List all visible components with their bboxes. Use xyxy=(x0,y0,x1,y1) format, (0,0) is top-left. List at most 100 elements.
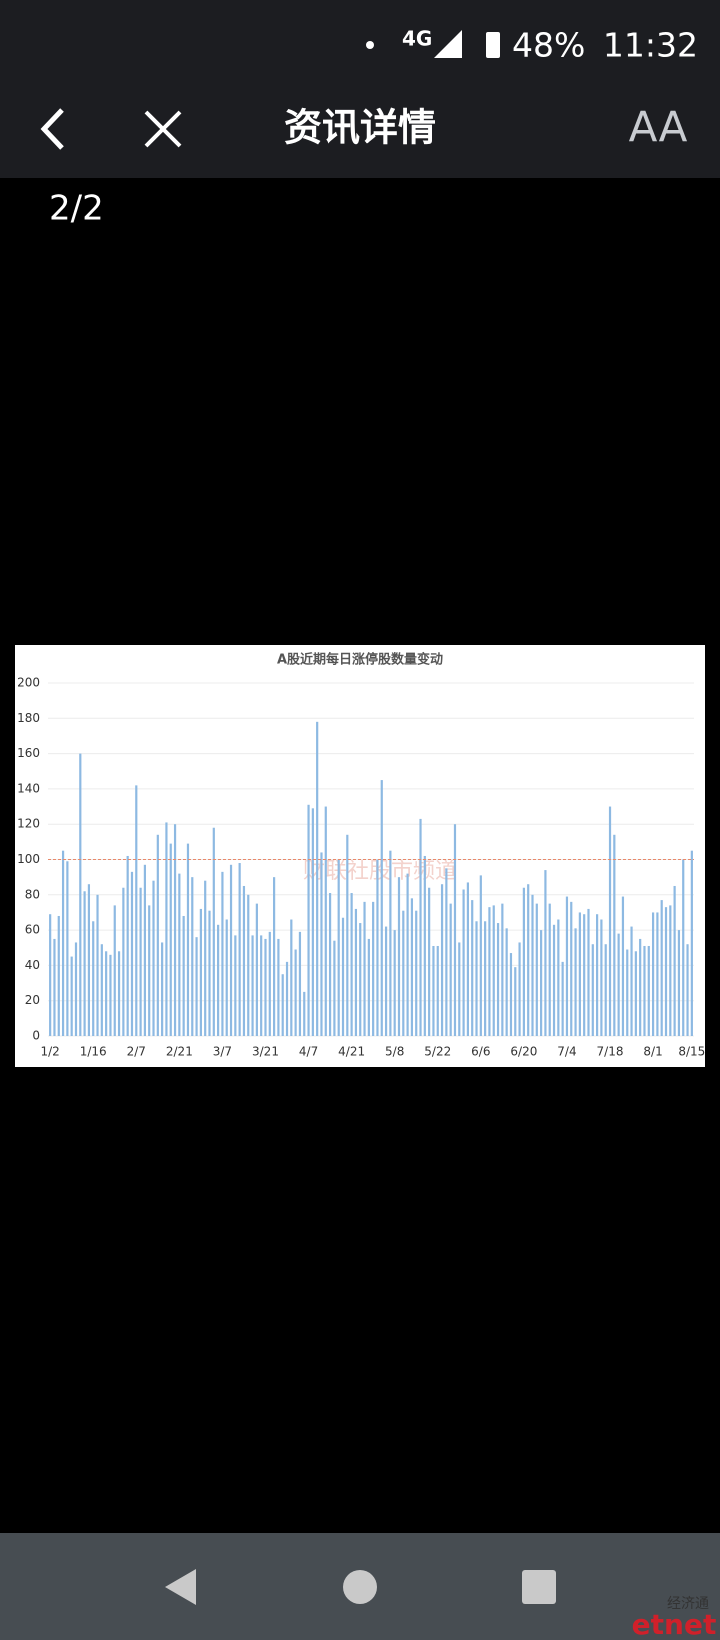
font-size-button[interactable]: AA xyxy=(629,103,688,152)
x-tick-label: 7/18 xyxy=(597,1045,624,1059)
bar xyxy=(397,877,401,1036)
bar xyxy=(298,931,302,1036)
bar xyxy=(384,926,388,1036)
y-tick-label: 80 xyxy=(25,887,40,901)
bar xyxy=(660,900,663,1036)
bar xyxy=(479,875,482,1036)
back-button[interactable] xyxy=(40,108,64,150)
bar xyxy=(535,903,538,1036)
bar xyxy=(410,898,414,1036)
watermark: 财联社股市频道 xyxy=(303,859,457,884)
bar xyxy=(596,914,599,1036)
bar xyxy=(604,944,607,1036)
bar xyxy=(617,933,620,1036)
x-tick-label: 5/8 xyxy=(385,1045,404,1059)
bar xyxy=(152,880,155,1036)
bar xyxy=(234,935,237,1036)
bar xyxy=(285,961,289,1036)
x-tick-label: 5/22 xyxy=(424,1045,451,1059)
bar xyxy=(66,861,69,1036)
bar xyxy=(341,917,345,1036)
bar xyxy=(182,915,185,1036)
bar xyxy=(316,721,319,1036)
battery-label: 48% xyxy=(512,26,585,65)
bar xyxy=(651,912,655,1036)
bar xyxy=(242,885,246,1036)
x-tick-label: 2/7 xyxy=(127,1045,146,1059)
x-tick-label: 2/21 xyxy=(166,1045,193,1059)
bar xyxy=(406,873,409,1036)
x-tick-label: 4/7 xyxy=(299,1045,318,1059)
bar xyxy=(225,919,228,1036)
bar xyxy=(402,910,405,1036)
bar xyxy=(453,824,457,1036)
bar xyxy=(471,900,474,1036)
bar xyxy=(204,880,207,1036)
bar xyxy=(238,863,241,1036)
bar xyxy=(552,924,556,1036)
bar xyxy=(561,961,564,1036)
bar xyxy=(415,910,418,1036)
bar xyxy=(100,944,103,1036)
bar xyxy=(548,903,551,1036)
bar xyxy=(264,938,267,1036)
bar xyxy=(303,991,306,1036)
bar xyxy=(122,887,125,1036)
bar xyxy=(376,859,379,1036)
x-tick-label: 4/21 xyxy=(338,1045,365,1059)
bar xyxy=(311,808,314,1036)
bar xyxy=(634,951,637,1036)
bar xyxy=(92,921,95,1036)
bar xyxy=(307,804,310,1036)
bar xyxy=(294,949,297,1036)
page-counter: 2/2 xyxy=(49,189,104,229)
y-tick-label: 20 xyxy=(25,993,40,1007)
y-tick-label: 160 xyxy=(17,746,40,760)
bar xyxy=(277,938,280,1036)
bar xyxy=(346,834,349,1036)
bar xyxy=(96,894,99,1036)
bar xyxy=(320,852,323,1036)
bar xyxy=(574,928,577,1036)
clock: 11:32 xyxy=(603,26,698,65)
signal-icon xyxy=(434,30,462,58)
bar xyxy=(677,930,681,1036)
x-tick-label: 7/4 xyxy=(557,1045,576,1059)
bar xyxy=(273,877,276,1036)
bar xyxy=(79,753,82,1036)
nav-recents[interactable] xyxy=(522,1570,556,1604)
nav-home[interactable] xyxy=(343,1570,377,1604)
bar xyxy=(527,884,530,1036)
close-button[interactable] xyxy=(144,110,182,148)
x-tick-label: 3/21 xyxy=(252,1045,279,1059)
bar xyxy=(432,945,435,1036)
bar xyxy=(61,850,65,1036)
bar xyxy=(199,908,202,1036)
bar xyxy=(148,905,151,1036)
y-tick-label: 200 xyxy=(17,676,40,690)
bar xyxy=(626,949,629,1036)
bar xyxy=(229,864,233,1036)
bar xyxy=(600,919,603,1036)
bar xyxy=(591,944,594,1036)
bar xyxy=(281,974,284,1036)
bar xyxy=(389,850,392,1036)
bar xyxy=(501,903,504,1036)
bar xyxy=(221,871,224,1036)
bar xyxy=(509,953,513,1036)
bar xyxy=(449,903,452,1036)
x-tick-label: 1/2 xyxy=(40,1045,59,1059)
bar xyxy=(109,954,112,1036)
bar xyxy=(372,901,375,1036)
bar xyxy=(268,931,271,1036)
bar xyxy=(647,945,650,1036)
bar xyxy=(337,859,340,1036)
nav-back[interactable] xyxy=(165,1569,196,1605)
x-tick-label: 6/6 xyxy=(471,1045,490,1059)
bar xyxy=(212,827,215,1036)
bar xyxy=(613,834,616,1036)
bar xyxy=(53,938,56,1036)
bar xyxy=(673,885,676,1036)
